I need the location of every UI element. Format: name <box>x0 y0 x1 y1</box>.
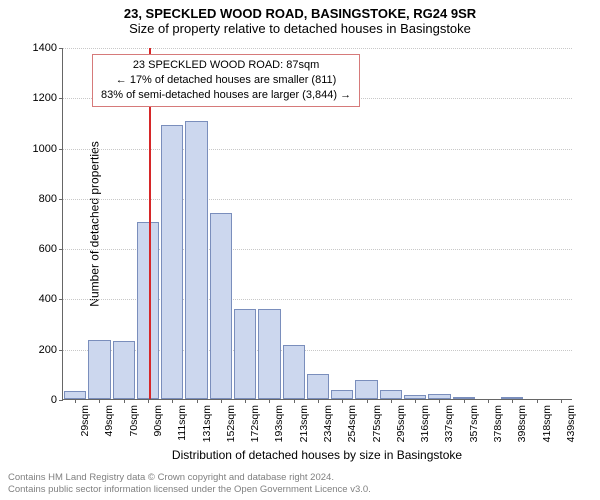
histogram-bar <box>331 390 353 399</box>
x-tick <box>342 399 343 403</box>
x-tick-label: 398sqm <box>516 405 528 442</box>
x-tick <box>561 399 562 403</box>
x-tick-label: 439sqm <box>565 405 577 442</box>
x-tick-label: 111sqm <box>176 405 188 441</box>
x-tick <box>75 399 76 403</box>
y-tick-label: 400 <box>39 293 63 305</box>
histogram-bar <box>161 125 183 399</box>
x-tick <box>99 399 100 403</box>
x-tick <box>124 399 125 403</box>
x-tick-label: 90sqm <box>152 405 164 437</box>
histogram-bar <box>88 340 110 399</box>
annotation-line-2: ← 17% of detached houses are smaller (81… <box>101 73 351 88</box>
x-tick <box>245 399 246 403</box>
x-tick-label: 152sqm <box>225 405 237 442</box>
x-tick-label: 70sqm <box>128 405 140 437</box>
x-tick-label: 49sqm <box>103 405 115 437</box>
x-tick <box>172 399 173 403</box>
x-tick <box>391 399 392 403</box>
x-tick <box>537 399 538 403</box>
x-tick-label: 275sqm <box>371 405 383 442</box>
y-tick-label: 600 <box>39 243 63 255</box>
footer-line-2: Contains public sector information licen… <box>8 484 592 496</box>
x-tick <box>269 399 270 403</box>
x-tick-label: 357sqm <box>468 405 480 442</box>
histogram-bar <box>113 341 135 399</box>
y-tick-label: 1400 <box>33 42 63 54</box>
footer-attribution: Contains HM Land Registry data © Crown c… <box>8 472 592 496</box>
x-tick-label: 337sqm <box>443 405 455 442</box>
annotation-line-1: 23 SPECKLED WOOD ROAD: 87sqm <box>101 58 351 73</box>
x-tick <box>294 399 295 403</box>
histogram-bar <box>283 345 305 399</box>
histogram-bar <box>355 380 377 399</box>
histogram-chart: 020040060080010001200140029sqm49sqm70sqm… <box>62 48 572 400</box>
x-tick-label: 378sqm <box>492 405 504 442</box>
gridline <box>63 149 572 150</box>
x-tick-label: 295sqm <box>395 405 407 442</box>
x-tick <box>464 399 465 403</box>
x-tick-label: 254sqm <box>346 405 358 442</box>
x-tick <box>415 399 416 403</box>
y-tick-label: 1000 <box>33 143 63 155</box>
x-axis-label: Distribution of detached houses by size … <box>62 448 572 462</box>
page-title: 23, SPECKLED WOOD ROAD, BASINGSTOKE, RG2… <box>0 0 600 21</box>
histogram-bar <box>258 309 280 400</box>
histogram-bar <box>234 309 256 400</box>
x-tick-label: 234sqm <box>322 405 334 442</box>
footer-line-1: Contains HM Land Registry data © Crown c… <box>8 472 592 484</box>
annotation-box: 23 SPECKLED WOOD ROAD: 87sqm ← 17% of de… <box>92 54 360 107</box>
x-tick <box>318 399 319 403</box>
histogram-bar <box>185 121 207 399</box>
x-tick <box>221 399 222 403</box>
histogram-bar <box>210 213 232 399</box>
x-tick-label: 316sqm <box>419 405 431 442</box>
y-tick-label: 1200 <box>33 92 63 104</box>
x-tick <box>148 399 149 403</box>
x-tick <box>197 399 198 403</box>
x-tick-label: 193sqm <box>273 405 285 442</box>
histogram-bar <box>307 374 329 399</box>
x-tick <box>488 399 489 403</box>
x-tick-label: 213sqm <box>298 405 310 442</box>
x-tick <box>512 399 513 403</box>
y-tick-label: 0 <box>51 394 63 406</box>
y-tick-label: 800 <box>39 193 63 205</box>
x-tick-label: 418sqm <box>541 405 553 442</box>
y-tick-label: 200 <box>39 344 63 356</box>
annotation-line-3: 83% of semi-detached houses are larger (… <box>101 88 351 103</box>
gridline <box>63 199 572 200</box>
page-subtitle: Size of property relative to detached ho… <box>0 21 600 40</box>
x-tick <box>367 399 368 403</box>
histogram-bar <box>380 390 402 399</box>
x-tick-label: 131sqm <box>201 405 213 442</box>
x-tick-label: 29sqm <box>79 405 91 437</box>
x-tick-label: 172sqm <box>249 405 261 442</box>
histogram-bar <box>64 391 86 399</box>
x-tick <box>439 399 440 403</box>
gridline <box>63 48 572 49</box>
